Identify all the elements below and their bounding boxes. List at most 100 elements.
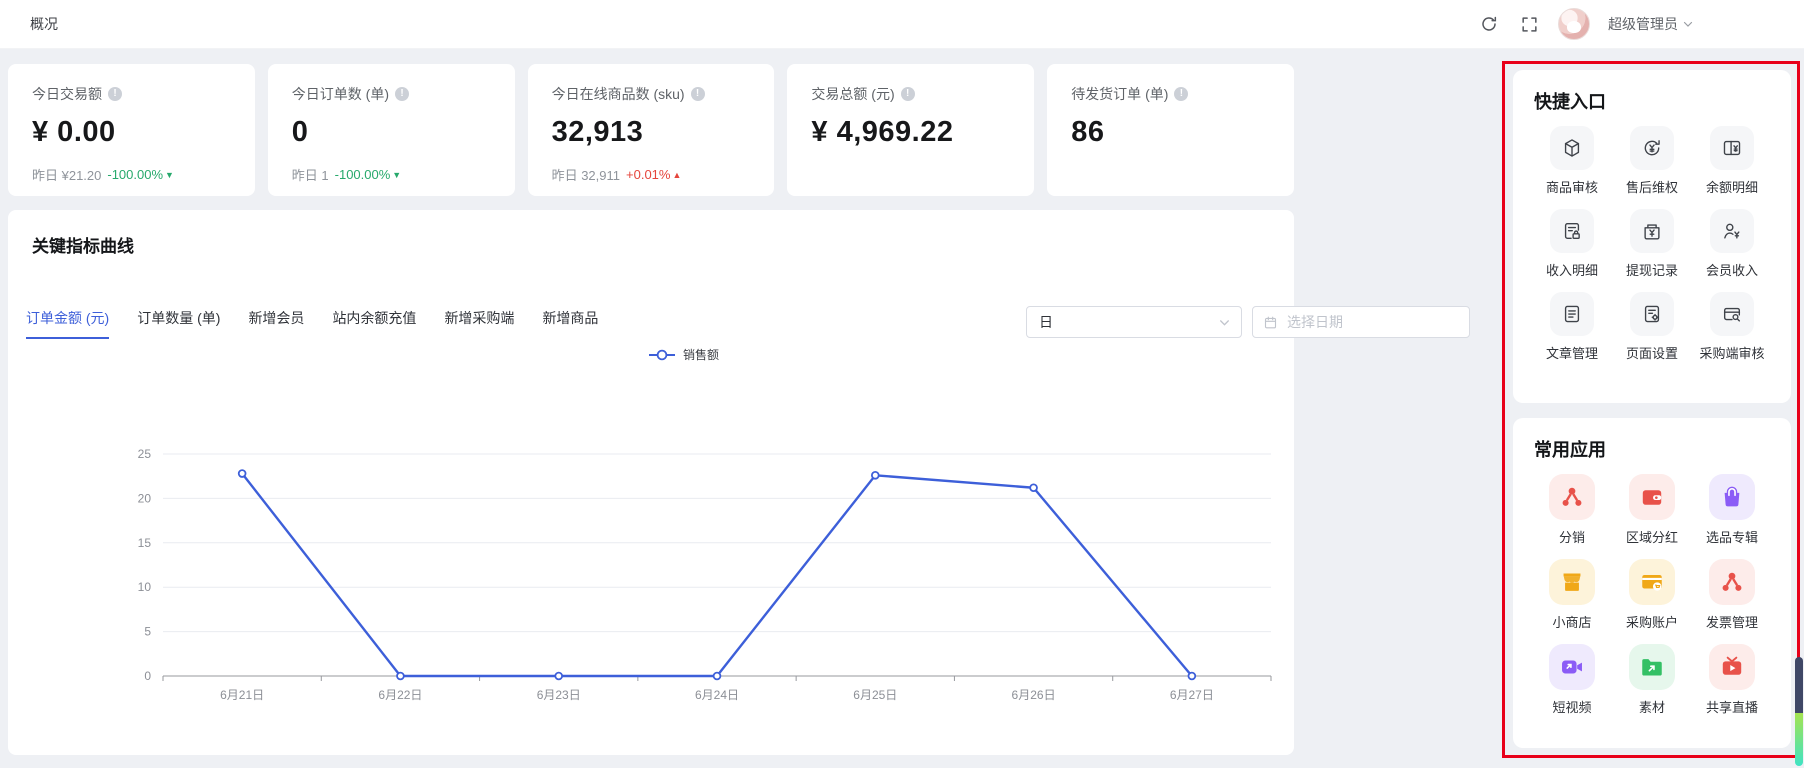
common-app-item[interactable]: 选品专辑 [1692, 474, 1772, 546]
chevron-down-icon [1683, 21, 1693, 27]
quick-entry-item[interactable]: 文章管理 [1532, 292, 1612, 362]
quick-entry-item[interactable]: 商品审核 [1532, 126, 1612, 196]
quick-entry-tile [1550, 126, 1594, 170]
quick-entry-item[interactable]: 收入明细 [1532, 209, 1612, 279]
common-app-label: 小商店 [1552, 615, 1592, 630]
quick-entry-label: 页面设置 [1625, 346, 1678, 361]
stat-card-footer: 昨日 ¥21.20 -100.00% ▼ [32, 165, 231, 184]
common-app-item[interactable]: 短视频 [1532, 644, 1612, 716]
stat-card-label: 待发货订单 (单) ! [1071, 84, 1270, 104]
date-picker-input[interactable] [1285, 313, 1439, 331]
quick-entry-label: 商品审核 [1545, 180, 1598, 195]
delta-badge: -100.00% ▼ [107, 167, 174, 182]
svg-text:6月27日: 6月27日 [1170, 688, 1214, 702]
common-app-tile [1549, 559, 1595, 605]
stat-card-label: 今日交易额 ! [32, 84, 231, 104]
quick-entry-item[interactable]: 余额明细 [1692, 126, 1772, 196]
svg-text:6月24日: 6月24日 [695, 688, 739, 702]
video-arrow-icon [1562, 660, 1582, 674]
article-icon [1564, 305, 1580, 323]
trend-arrow-icon: ▲ [672, 169, 682, 180]
common-app-item[interactable]: 区域分红 [1612, 474, 1692, 546]
common-app-item[interactable]: 发票管理 [1692, 559, 1772, 631]
quick-entry-item[interactable]: 提现记录 [1612, 209, 1692, 279]
chart-panel: 关键指标曲线 订单金额 (元) 订单数量 (单) 新增会员 站内余额充值 新增采购端 新增… [8, 210, 1470, 755]
quick-entry-label: 售后维权 [1625, 180, 1678, 195]
common-app-item[interactable]: 素材 [1612, 644, 1692, 716]
quick-entry-tile [1710, 126, 1754, 170]
stat-card: 今日在线商品数 (sku) ! 32,913 昨日 32,911 +0.01% … [527, 64, 775, 196]
info-icon[interactable]: ! [108, 87, 122, 101]
info-icon[interactable]: ! [690, 87, 705, 101]
withdraw-icon [1644, 224, 1660, 240]
common-app-item[interactable]: 共享直播 [1692, 644, 1772, 716]
common-app-tile [1709, 474, 1755, 520]
svg-text:6月22日: 6月22日 [378, 688, 422, 702]
quick-entry-tile [1710, 209, 1754, 253]
tab-metric-2[interactable]: 新增会员 [248, 310, 305, 326]
info-icon[interactable]: ! [900, 87, 915, 101]
info-icon[interactable]: ! [395, 87, 410, 101]
svg-text:6月25日: 6月25日 [853, 688, 897, 702]
date-picker[interactable] [1252, 306, 1470, 338]
quick-entry-label: 文章管理 [1545, 346, 1598, 361]
tab-metric-5[interactable]: 新增商品 [542, 310, 599, 326]
top-bar: 概况 超级管理员 [0, 0, 1804, 49]
common-app-tile [1549, 644, 1595, 690]
common-app-item[interactable]: 分销 [1532, 474, 1612, 546]
tab-metric-4[interactable]: 新增采购端 [444, 310, 515, 326]
common-app-label: 发票管理 [1705, 615, 1758, 630]
scrollbar-thumb-gradient [1795, 713, 1803, 766]
common-app-label: 分销 [1558, 530, 1585, 545]
common-app-tile [1629, 644, 1675, 690]
avatar[interactable] [1558, 8, 1590, 40]
quick-entry-item[interactable]: 售后维权 [1612, 126, 1692, 196]
common-apps-panel: 常用应用 分销 区域分红 选品专辑 小商店 采购账户 发票管理 短视频 素材 共… [1513, 418, 1791, 748]
scrollbar-thumb-dark [1795, 657, 1803, 713]
yesterday-value: 昨日 32,911 [551, 168, 621, 183]
yesterday-value: 昨日 ¥21.20 [32, 168, 102, 183]
tab-metric-1[interactable]: 订单数量 (单) [137, 310, 221, 326]
quick-entry-title: 快捷入口 [1534, 92, 1606, 112]
common-app-label: 短视频 [1552, 700, 1592, 715]
income-lock-icon [1564, 222, 1580, 240]
metric-tabs: 订单金额 (元) 订单数量 (单) 新增会员 站内余额充值 新增采购端 新增商品 [26, 308, 598, 339]
quick-entry-item[interactable]: 页面设置 [1612, 292, 1692, 362]
stat-card-value: 32,913 [551, 116, 644, 148]
quick-entry-tile [1630, 209, 1674, 253]
card-search-icon [1723, 307, 1741, 322]
period-select[interactable]: 日 [1026, 306, 1242, 338]
period-select-value: 日 [1039, 314, 1053, 330]
chart-legend[interactable]: 销售额 [648, 346, 719, 363]
live-tv-icon [1722, 656, 1742, 675]
svg-text:0: 0 [144, 669, 151, 683]
wallet-icon [1642, 490, 1662, 505]
line-chart: 25 20 15 10 5 0 6月21日 6月22日 6月23日 6月24日 6月25日 6月26日… [138, 447, 1272, 702]
scrollbar-thumb[interactable] [1795, 657, 1803, 766]
common-app-tile [1629, 559, 1675, 605]
bag-icon [1724, 486, 1740, 507]
tab-metric-3[interactable]: 站内余额充值 [332, 310, 417, 326]
common-app-item[interactable]: 采购账户 [1612, 559, 1692, 631]
svg-text:6月21日: 6月21日 [220, 688, 264, 702]
quick-entry-item[interactable]: 会员收入 [1692, 209, 1772, 279]
share-network-icon [1562, 487, 1582, 506]
info-icon[interactable]: ! [1174, 87, 1189, 101]
common-app-item[interactable]: 小商店 [1532, 559, 1612, 631]
quick-entry-grid: 商品审核 售后维权 余额明细 收入明细 提现记录 会员收入 文章管理 页面设置 … [1532, 126, 1772, 362]
page-title: 概况 [30, 16, 58, 32]
common-app-tile [1709, 644, 1755, 690]
user-menu[interactable]: 超级管理员 [1608, 14, 1694, 34]
fullscreen-icon[interactable] [1518, 13, 1540, 35]
stat-card-value: ¥ 4,969.22 [811, 116, 954, 148]
quick-entry-item[interactable]: 采购端审核 [1692, 292, 1772, 362]
refresh-icon[interactable] [1478, 13, 1500, 35]
legend-label: 销售额 [683, 348, 720, 362]
stat-card: 今日交易额 ! ¥ 0.00 昨日 ¥21.20 -100.00% ▼ [8, 64, 255, 196]
select-arrow-icon [1220, 319, 1229, 326]
common-app-label: 共享直播 [1705, 700, 1758, 715]
svg-text:15: 15 [138, 536, 152, 550]
stat-card-value: ¥ 0.00 [32, 116, 116, 148]
share-network-icon [1722, 572, 1742, 591]
tab-metric-0[interactable]: 订单金额 (元) [26, 308, 110, 339]
